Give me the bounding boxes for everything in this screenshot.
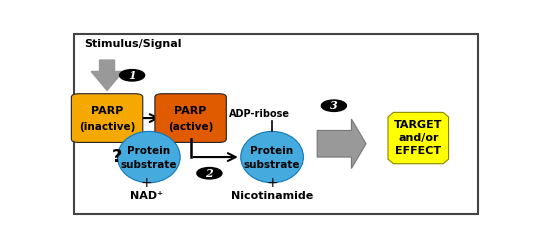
- Text: ?: ?: [112, 148, 122, 166]
- FancyBboxPatch shape: [74, 34, 478, 214]
- Text: TARGET
and/or
EFFECT: TARGET and/or EFFECT: [394, 120, 443, 156]
- Text: substrate: substrate: [244, 160, 300, 170]
- Text: NAD⁺: NAD⁺: [130, 191, 163, 201]
- Text: Protein: Protein: [251, 146, 294, 156]
- Circle shape: [321, 100, 347, 111]
- Text: PARP: PARP: [175, 106, 207, 116]
- FancyBboxPatch shape: [155, 94, 226, 143]
- Polygon shape: [91, 60, 123, 90]
- Polygon shape: [388, 112, 448, 164]
- Circle shape: [197, 167, 222, 179]
- Text: Nicotinamide: Nicotinamide: [231, 191, 313, 201]
- Polygon shape: [317, 119, 366, 168]
- FancyBboxPatch shape: [71, 94, 143, 143]
- Text: +: +: [141, 176, 153, 190]
- Circle shape: [120, 70, 144, 81]
- Text: 1: 1: [128, 70, 136, 81]
- Text: 3: 3: [330, 100, 338, 111]
- Text: +: +: [266, 176, 278, 190]
- Text: (inactive): (inactive): [79, 122, 135, 132]
- Ellipse shape: [118, 131, 180, 183]
- Text: Stimulus/Signal: Stimulus/Signal: [84, 39, 182, 49]
- Text: 2: 2: [205, 168, 213, 179]
- Text: (active): (active): [168, 122, 213, 132]
- Ellipse shape: [241, 131, 303, 183]
- Text: Protein: Protein: [127, 146, 170, 156]
- Text: PARP: PARP: [91, 106, 123, 116]
- Text: ADP-ribose: ADP-ribose: [229, 109, 290, 119]
- Text: substrate: substrate: [121, 160, 177, 170]
